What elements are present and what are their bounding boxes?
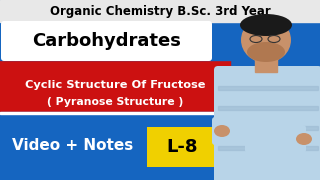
FancyBboxPatch shape <box>1 21 212 61</box>
Text: Video + Notes: Video + Notes <box>12 138 133 154</box>
Text: Carbohydrates: Carbohydrates <box>33 32 181 50</box>
Ellipse shape <box>296 133 312 145</box>
Ellipse shape <box>247 42 285 62</box>
Text: ( Pyranose Structure ): ( Pyranose Structure ) <box>47 97 183 107</box>
Bar <box>0 112 320 180</box>
Bar <box>218 106 318 110</box>
Ellipse shape <box>214 125 230 137</box>
Bar <box>218 126 318 130</box>
Ellipse shape <box>240 14 292 36</box>
FancyBboxPatch shape <box>245 125 306 153</box>
Bar <box>0 60 230 112</box>
Text: Organic Chemistry B.Sc. 3rd Year: Organic Chemistry B.Sc. 3rd Year <box>50 4 270 17</box>
Text: L-8: L-8 <box>166 138 198 156</box>
FancyBboxPatch shape <box>214 66 320 180</box>
Bar <box>0 112 320 114</box>
FancyBboxPatch shape <box>147 127 217 167</box>
Bar <box>218 86 318 90</box>
Bar <box>255 54 277 72</box>
Bar <box>0 0 320 22</box>
FancyBboxPatch shape <box>212 117 273 145</box>
Bar <box>218 146 318 150</box>
Polygon shape <box>215 80 320 180</box>
Text: Cyclic Structure Of Fructose: Cyclic Structure Of Fructose <box>25 80 205 90</box>
Ellipse shape <box>241 17 291 63</box>
Bar <box>0 56 320 60</box>
